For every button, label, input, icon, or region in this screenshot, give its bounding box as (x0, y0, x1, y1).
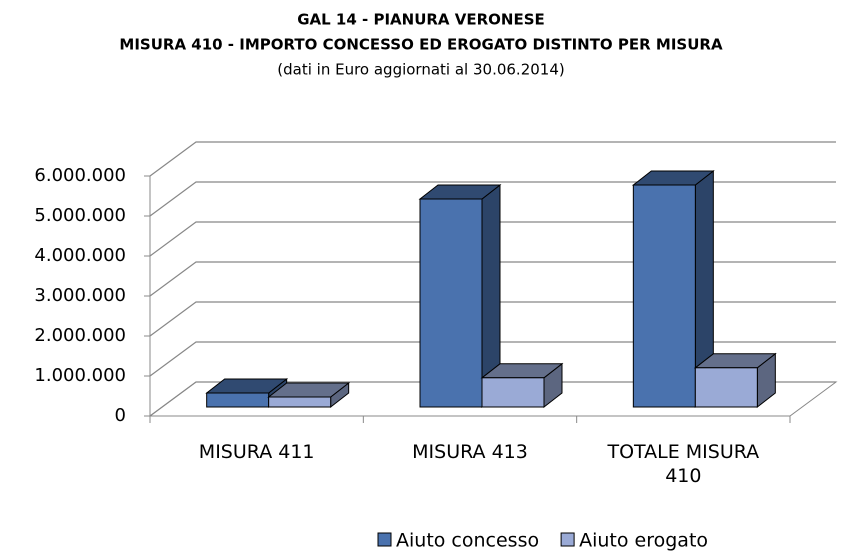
y-tick-label: 2.000.000 (34, 325, 126, 346)
bar (632, 184, 696, 408)
y-tick-label: 6.000.000 (34, 165, 126, 186)
grid-line (149, 301, 836, 337)
bar (694, 367, 758, 408)
legend-label: Aiuto concesso (396, 530, 539, 552)
bar (206, 392, 270, 408)
grid-line (149, 341, 836, 377)
y-tick-label: 0 (115, 405, 126, 426)
y-tick-label: 1.000.000 (34, 365, 126, 386)
chart-subtitle: MISURA 410 - IMPORTO CONCESSO ED EROGATO… (119, 36, 723, 54)
legend-label: Aiuto erogato (579, 530, 708, 552)
chart-note: (dati in Euro aggiornati al 30.06.2014) (277, 61, 564, 79)
bar (419, 198, 483, 408)
y-tick-label: 3.000.000 (34, 285, 126, 306)
grid-line (149, 181, 836, 217)
grid-line (149, 381, 836, 417)
legend-swatch (560, 532, 575, 547)
bar (268, 396, 332, 408)
chart-title: GAL 14 - PIANURA VERONESE (297, 11, 545, 29)
x-tick-label: MISURA 413 (412, 441, 528, 463)
legend-swatch (377, 532, 392, 547)
grid-line (149, 221, 836, 257)
x-tick-label: TOTALE MISURA 410 (607, 441, 760, 487)
y-tick-label: 4.000.000 (34, 245, 126, 266)
x-tick-label: MISURA 411 (198, 441, 315, 463)
grid-line (149, 141, 836, 177)
y-tick-label: 5.000.000 (34, 205, 126, 226)
bar (481, 377, 545, 408)
grid-line (149, 261, 836, 297)
